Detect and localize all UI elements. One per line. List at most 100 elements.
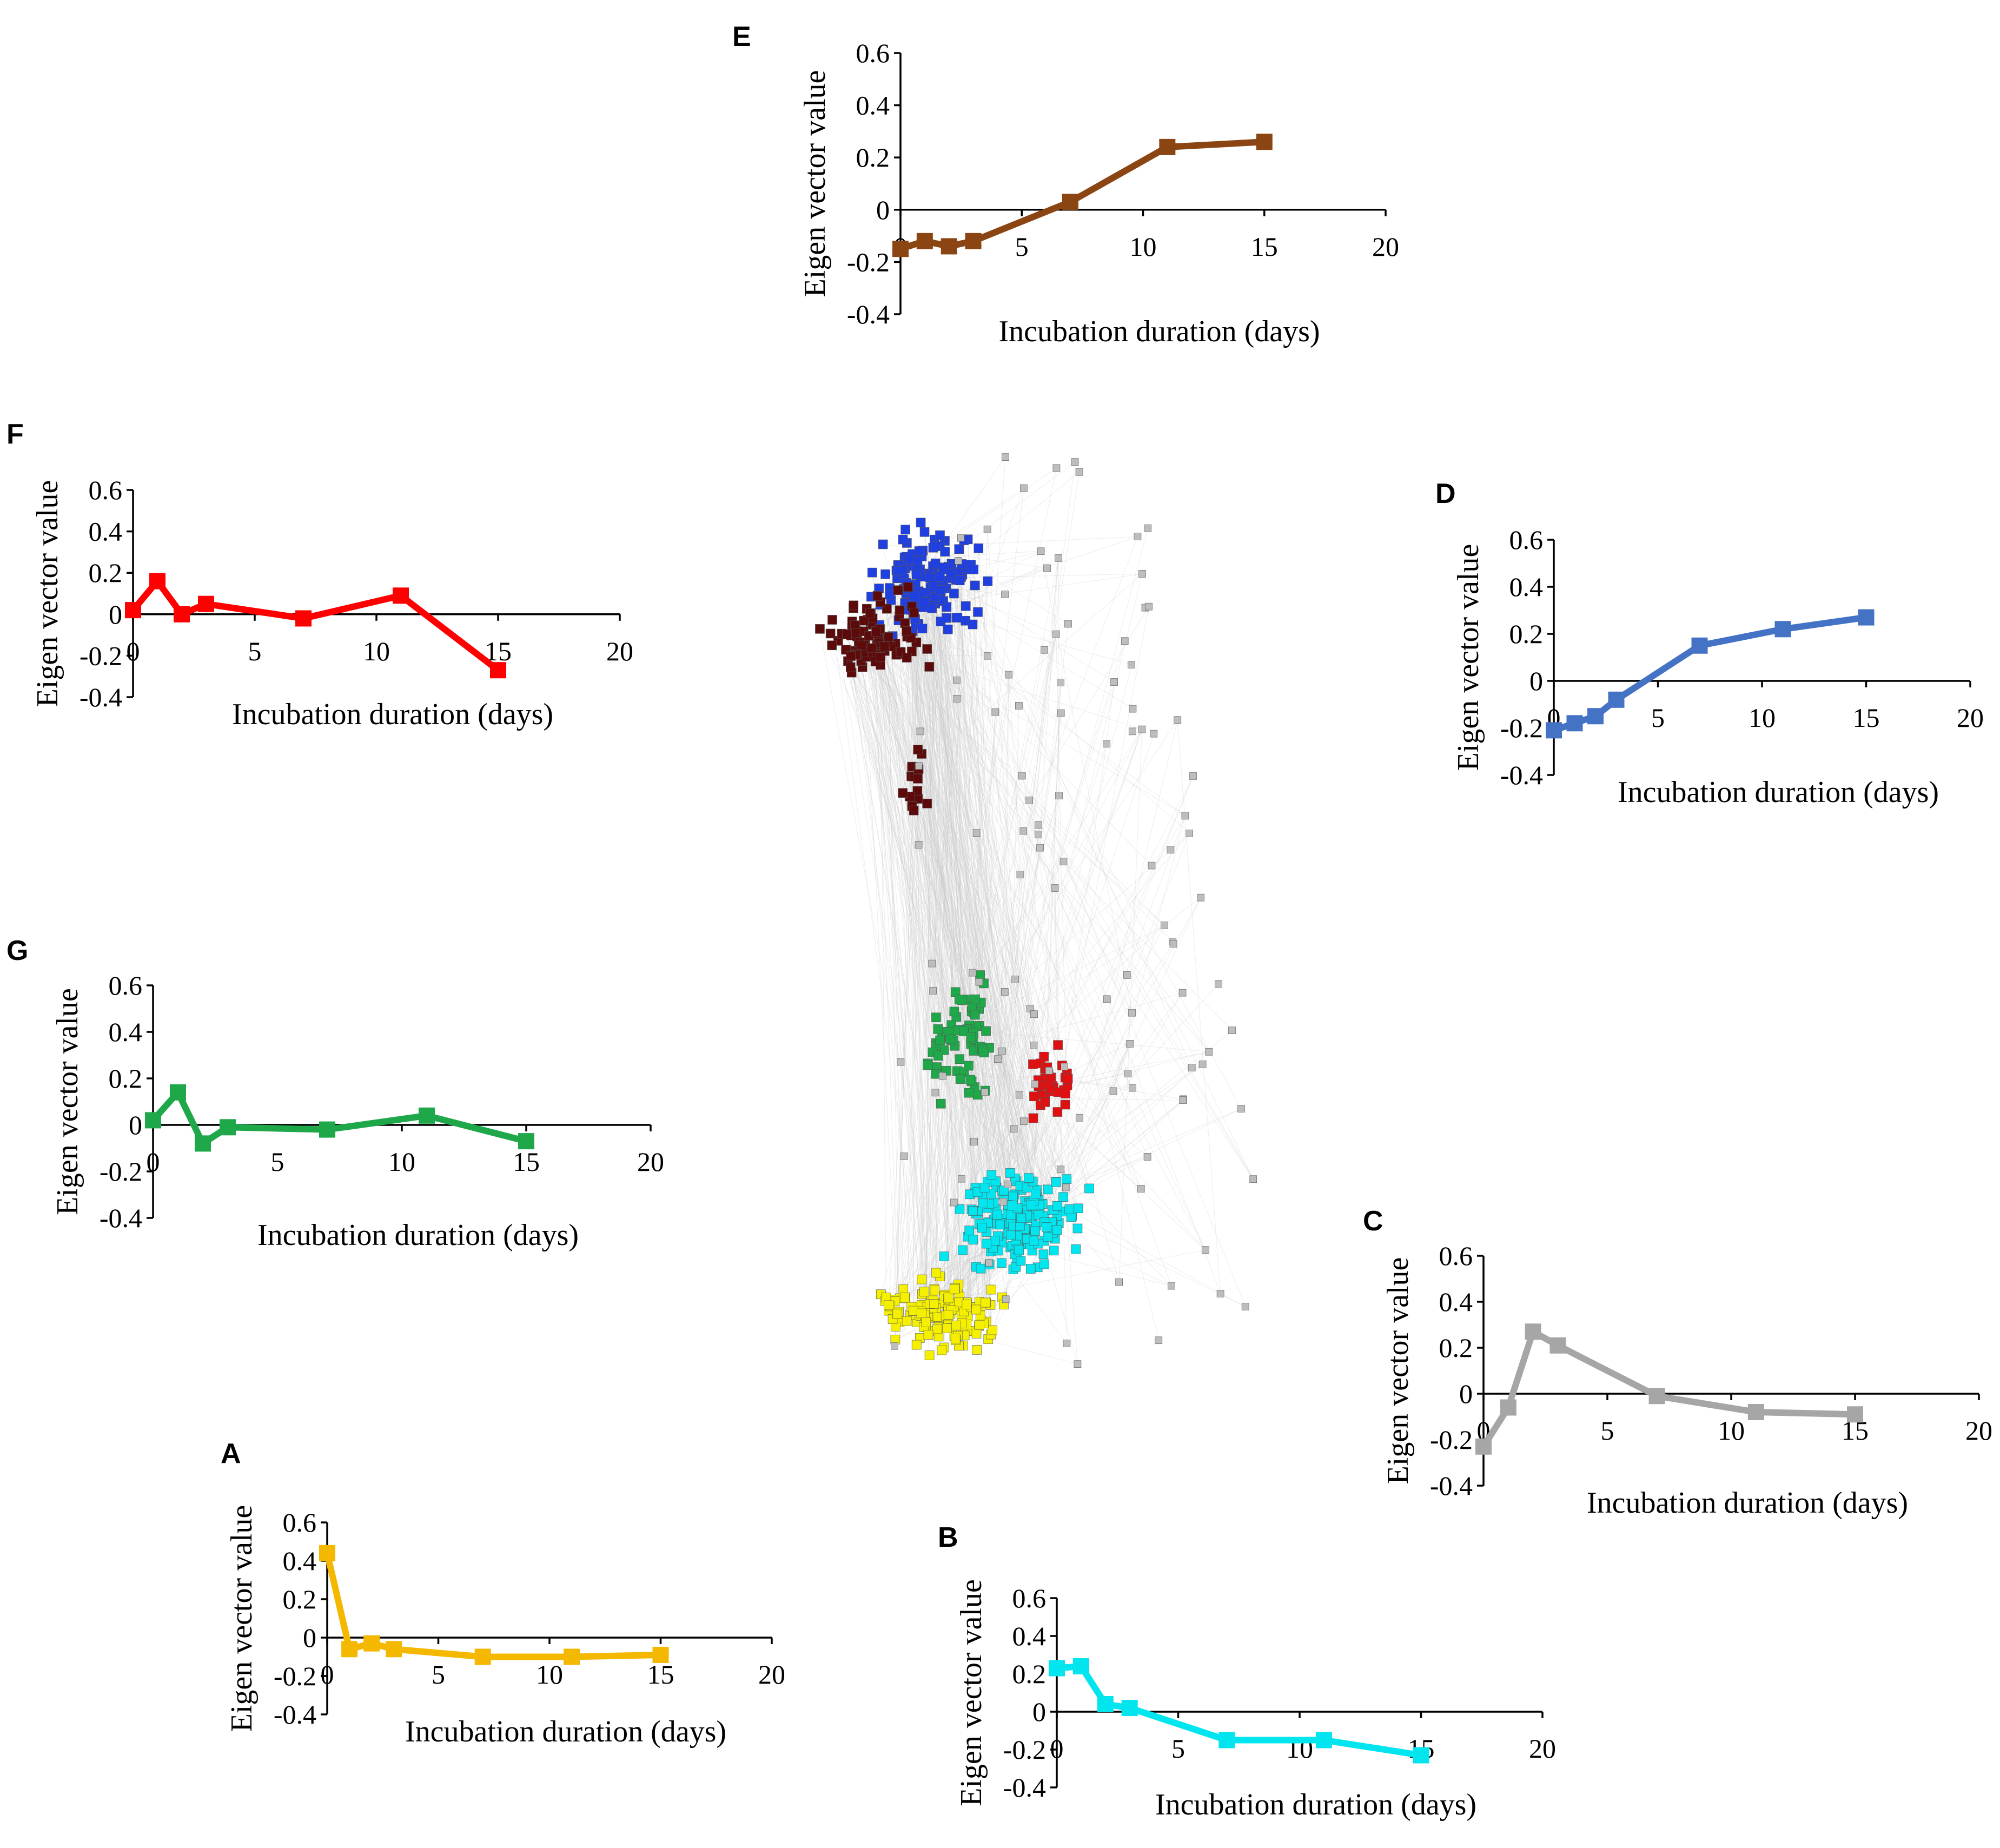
- network-node: [1052, 1107, 1063, 1117]
- network-edge: [861, 645, 1058, 1206]
- network-edge: [922, 597, 1015, 1129]
- network-node: [895, 605, 905, 615]
- network-node: [1045, 1067, 1053, 1075]
- network-node: [961, 601, 971, 611]
- network-node: [1030, 1042, 1038, 1049]
- network-node: [919, 527, 930, 537]
- network-node: [978, 1198, 988, 1208]
- network-node: [940, 547, 950, 557]
- network-node: [1237, 1105, 1245, 1112]
- network-edge: [872, 618, 1015, 1195]
- network-edge: [1056, 720, 1178, 1230]
- network-node: [1028, 1113, 1038, 1123]
- data-point: [319, 1121, 335, 1138]
- data-point: [1159, 138, 1176, 155]
- network-node: [1076, 1114, 1083, 1122]
- network-node: [1005, 671, 1012, 679]
- network-edge: [891, 646, 938, 1317]
- network-node: [991, 708, 999, 716]
- network-edge: [982, 462, 1076, 1195]
- network-edge: [951, 578, 1246, 1307]
- x-tick-label: 10: [1130, 231, 1157, 262]
- network-edge: [922, 628, 1142, 1189]
- network-node: [964, 1088, 974, 1098]
- network-edge: [850, 650, 1005, 1191]
- network-node: [964, 1226, 975, 1236]
- network-edge: [1005, 705, 1019, 1224]
- network-node: [931, 1089, 939, 1097]
- x-tick-label: 15: [1853, 703, 1880, 733]
- network-edge: [904, 557, 929, 1335]
- network-edge: [958, 1029, 1064, 1212]
- network-node: [1038, 1249, 1049, 1260]
- network-edge: [886, 608, 951, 1039]
- network-node: [1178, 989, 1187, 997]
- network-node: [955, 575, 965, 585]
- network-edge: [900, 651, 996, 713]
- network-edge: [931, 608, 972, 1308]
- network-edge: [944, 540, 1041, 1105]
- network-edge: [925, 488, 1024, 1328]
- network-node: [1155, 1336, 1163, 1344]
- y-tick-label: -0.2: [80, 640, 122, 671]
- network-edge: [905, 602, 1042, 1095]
- network-node: [916, 518, 926, 528]
- network-node: [1043, 564, 1051, 572]
- network-edge: [917, 641, 1125, 1307]
- network-node: [1042, 1222, 1051, 1232]
- network-edge: [830, 633, 1114, 1091]
- network-node: [1016, 871, 1024, 878]
- network-node: [955, 1074, 965, 1084]
- y-tick-label: -0.4: [274, 1699, 316, 1730]
- network-edge: [875, 661, 1018, 1236]
- network-edge: [920, 577, 1039, 1244]
- x-axis-label: Incubation duration (days): [405, 1715, 726, 1748]
- network-edge: [847, 661, 992, 1194]
- network-edge: [921, 753, 976, 1214]
- y-axis-label: Eigen vector value: [955, 1579, 988, 1806]
- network-edge: [877, 633, 949, 1032]
- network-edge: [878, 635, 973, 1211]
- network-node: [902, 653, 912, 663]
- network-node: [1124, 1070, 1132, 1077]
- network-node: [1059, 857, 1068, 865]
- data-point: [363, 1635, 380, 1652]
- y-tick-label: 0: [1032, 1697, 1046, 1727]
- network-edge: [916, 600, 933, 1052]
- network-node: [1138, 725, 1146, 733]
- network-edge: [935, 604, 1015, 1195]
- network-node: [938, 562, 949, 572]
- network-edge: [846, 634, 1017, 1210]
- network-edge: [956, 861, 1064, 1017]
- network-node: [1189, 772, 1197, 780]
- network-edge: [1057, 1111, 1206, 1250]
- x-axis-label: Incubation duration (days): [1155, 1788, 1476, 1821]
- network-edge: [898, 620, 934, 1301]
- network-edge: [863, 631, 943, 1076]
- network-edge: [941, 1103, 1008, 1214]
- network-edge: [904, 578, 1001, 1225]
- network-node: [1036, 844, 1044, 852]
- network-edge: [892, 791, 918, 1320]
- network-node: [1115, 1278, 1123, 1286]
- network-edge: [880, 653, 1043, 1204]
- network-edge: [863, 631, 930, 1304]
- network-node: [970, 1010, 980, 1020]
- network-edge: [913, 558, 1028, 1240]
- network-node: [1128, 1009, 1136, 1017]
- network-node: [1014, 1245, 1024, 1255]
- x-tick-label: 10: [536, 1659, 563, 1690]
- network-edge: [880, 657, 1039, 825]
- network-edge: [895, 584, 916, 1340]
- network-edge: [912, 551, 920, 1311]
- network-edge: [916, 574, 1148, 1157]
- network-edge: [924, 564, 962, 1292]
- panel-letter: G: [6, 935, 28, 966]
- network-edge: [922, 604, 1005, 992]
- network-node: [1168, 1282, 1175, 1290]
- network-node: [1134, 533, 1142, 540]
- network-node: [909, 608, 919, 618]
- network-edge: [935, 1092, 963, 1250]
- network-edge: [918, 766, 1003, 1220]
